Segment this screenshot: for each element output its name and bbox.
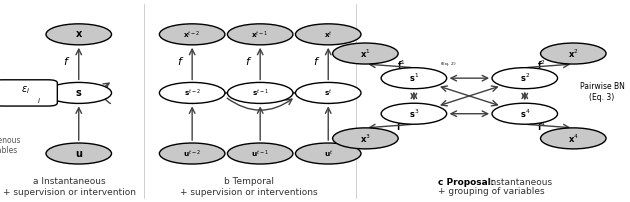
Text: $\mathbf{x}^1$: $\mathbf{x}^1$ xyxy=(360,47,370,60)
Text: $\mathbf{f}^2$: $\mathbf{f}^2$ xyxy=(537,59,546,71)
Text: $\mathbf{s}^4$: $\mathbf{s}^4$ xyxy=(520,107,530,120)
Text: Pairwise BN
(Eq. 3): Pairwise BN (Eq. 3) xyxy=(580,82,624,102)
Text: $\mathbf{u}^{t-2}$: $\mathbf{u}^{t-2}$ xyxy=(183,148,201,159)
Circle shape xyxy=(159,143,225,164)
Circle shape xyxy=(227,24,293,45)
Text: $_{\mathrm{(Eq.\ 2)}}$: $_{\mathrm{(Eq.\ 2)}}$ xyxy=(440,61,457,69)
FancyBboxPatch shape xyxy=(0,80,57,106)
Text: f: f xyxy=(246,57,249,67)
Circle shape xyxy=(492,68,558,89)
Text: $\mathbf{x}^3$: $\mathbf{x}^3$ xyxy=(360,132,371,145)
Text: $\mathbf{x}^2$: $\mathbf{x}^2$ xyxy=(568,47,578,60)
Text: a Instantaneous
+ supervision or intervention: a Instantaneous + supervision or interve… xyxy=(3,177,136,197)
Text: $\mathbf{f}^4$: $\mathbf{f}^4$ xyxy=(537,121,546,133)
Text: $\mathbf{f}^1$: $\mathbf{f}^1$ xyxy=(396,59,406,71)
Circle shape xyxy=(333,128,398,149)
Text: $\mathbf{s}^{t}$: $\mathbf{s}^{t}$ xyxy=(324,87,333,98)
Circle shape xyxy=(295,24,361,45)
Text: f: f xyxy=(178,57,181,67)
Text: $\mathbf{x}^{t-2}$: $\mathbf{x}^{t-2}$ xyxy=(183,29,201,40)
Text: $\mathbf{s}^2$: $\mathbf{s}^2$ xyxy=(520,72,530,84)
Text: b Temporal
+ supervision or interventions: b Temporal + supervision or intervention… xyxy=(180,177,318,197)
Text: + grouping of variables: + grouping of variables xyxy=(438,187,544,196)
Circle shape xyxy=(333,43,398,64)
Text: f: f xyxy=(63,57,67,67)
Circle shape xyxy=(541,128,606,149)
Circle shape xyxy=(46,82,112,103)
Circle shape xyxy=(541,43,606,64)
Circle shape xyxy=(227,143,293,164)
Text: $\mathbf{s}^{t-2}$: $\mathbf{s}^{t-2}$ xyxy=(183,87,201,98)
Text: $\epsilon_i$: $\epsilon_i$ xyxy=(21,85,30,96)
Circle shape xyxy=(46,143,112,164)
Text: $\mathbf{s}$: $\mathbf{s}$ xyxy=(75,88,83,98)
Text: Exogenous
variables: Exogenous variables xyxy=(0,136,21,155)
Text: f: f xyxy=(314,57,318,67)
Circle shape xyxy=(492,103,558,124)
Text: $\mathbf{x}^{t-1}$: $\mathbf{x}^{t-1}$ xyxy=(251,29,269,40)
Text: $\mathbf{x}^4$: $\mathbf{x}^4$ xyxy=(568,132,579,145)
Text: $\mathbf{x}^{t}$: $\mathbf{x}^{t}$ xyxy=(324,29,333,40)
Text: c Proposal: Instantaneous: c Proposal: Instantaneous xyxy=(0,201,1,202)
Circle shape xyxy=(381,68,447,89)
Circle shape xyxy=(159,24,225,45)
Text: $\mathbf{u}^{t}$: $\mathbf{u}^{t}$ xyxy=(324,148,333,159)
Text: c Proposal:: c Proposal: xyxy=(438,178,495,187)
Text: $\mathbf{x}$: $\mathbf{x}$ xyxy=(75,29,83,39)
Text: $\mathbf{u}^{t-1}$: $\mathbf{u}^{t-1}$ xyxy=(251,148,269,159)
Circle shape xyxy=(381,103,447,124)
Text: i: i xyxy=(38,98,40,104)
Text: $\mathbf{s}^{t-1}$: $\mathbf{s}^{t-1}$ xyxy=(251,87,269,98)
Text: Instantaneous: Instantaneous xyxy=(485,178,553,187)
Text: $\mathbf{f}^3$: $\mathbf{f}^3$ xyxy=(396,121,406,133)
Text: $\mathbf{s}^1$: $\mathbf{s}^1$ xyxy=(409,72,419,84)
Text: $\mathbf{u}$: $\mathbf{u}$ xyxy=(75,148,83,159)
Circle shape xyxy=(227,82,293,103)
Circle shape xyxy=(46,24,112,45)
Circle shape xyxy=(295,143,361,164)
Circle shape xyxy=(295,82,361,103)
Circle shape xyxy=(159,82,225,103)
Text: $\mathbf{s}^3$: $\mathbf{s}^3$ xyxy=(409,107,419,120)
